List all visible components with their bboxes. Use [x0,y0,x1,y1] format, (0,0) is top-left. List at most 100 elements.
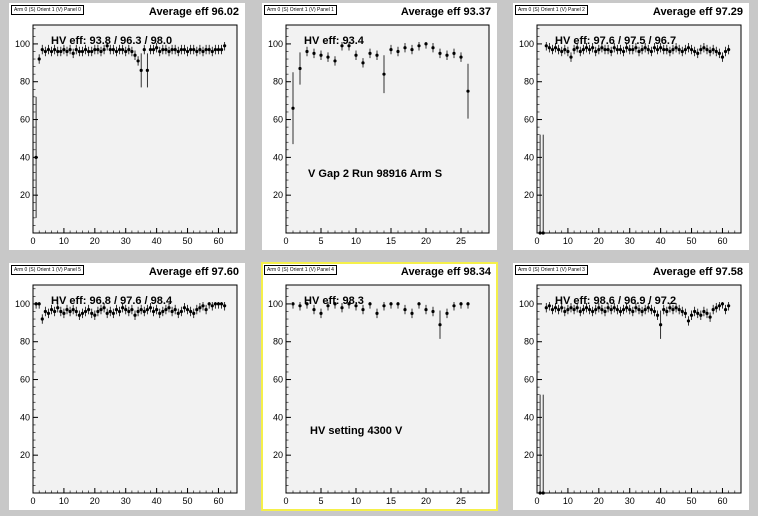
x-tick-label: 25 [456,496,466,506]
data-point [569,306,573,310]
data-point [207,302,211,306]
data-point [640,309,644,314]
data-point [83,47,88,52]
efficiency-plot: 0 10 20 30 40 50 60 20 40 60 80 100 HV eff: 97.6 / 9… [519,24,742,246]
data-point [680,309,684,314]
data-point [192,47,196,52]
x-tick-label: 15 [386,236,396,246]
x-tick-label: 20 [421,236,431,246]
data-point [677,47,681,52]
data-point [438,51,442,55]
data-point [612,46,616,50]
data-point [649,49,653,54]
data-point [702,309,706,314]
data-point [717,51,721,55]
data-point [410,311,414,315]
plot-pad-4[interactable]: Arm 0 (S) Orient 1 (V) Panel 5 Average ef… [9,263,245,510]
x-tick-label: 10 [59,236,69,246]
data-point [155,46,159,50]
data-point [56,49,60,54]
data-point [319,53,323,57]
x-tick-label: 0 [534,236,539,246]
x-tick-label: 10 [351,496,361,506]
data-point [139,68,143,72]
x-tick-label: 0 [30,236,35,246]
data-point [547,46,551,50]
plot-pad-3[interactable]: Arm 0 (S) Orient 1 (V) Panel 2 Average ef… [513,3,749,250]
x-tick-label: 60 [717,236,727,246]
data-point [566,49,570,54]
x-tick-label: 20 [594,236,604,246]
data-point [124,307,128,312]
data-point [305,49,309,54]
plot-pad-2[interactable]: Arm 0 (S) Orient 1 (V) Panel 1 Average ef… [262,3,497,250]
data-point [403,307,407,312]
x-tick-label: 50 [687,496,697,506]
data-point [43,309,47,314]
plot-pad-6[interactable]: Arm 0 (S) Orient 1 (V) Panel 3 Average ef… [513,263,749,510]
data-point [655,313,660,317]
data-point [176,311,180,315]
data-point [198,306,202,310]
data-point [683,47,687,52]
data-point [102,47,106,52]
data-point [572,307,576,312]
data-point [189,309,193,314]
data-point [389,302,393,306]
efficiency-plot: 0 5 10 15 20 25 20 40 60 80 100 HV eff: 98.3 HV sett… [268,284,490,506]
data-point [158,49,162,54]
data-point [179,47,183,52]
data-point [609,307,613,312]
data-point [204,47,208,52]
data-point [179,309,183,314]
data-point [155,307,159,312]
pad-title-box: Arm 0 (S) Orient 1 (V) Panel 4 [264,265,337,275]
data-point [553,306,558,310]
x-tick-label: 15 [386,496,396,506]
y-tick-label: 80 [273,337,283,347]
data-point [459,55,463,59]
data-point [720,302,725,306]
data-point [603,309,607,314]
data-point [121,47,125,52]
plot-pad-5[interactable]: Arm 0 (S) Orient 1 (V) Panel 4 Average ef… [261,262,498,511]
x-tick-label: 0 [30,496,35,506]
x-tick-label: 40 [656,236,666,246]
data-point [139,307,143,312]
data-point [597,306,601,310]
plot-frame [285,24,490,234]
y-tick-label: 60 [524,375,534,385]
data-point [550,307,555,312]
data-point [612,306,616,310]
x-tick-label: 60 [213,496,223,506]
y-tick-label: 80 [20,77,30,87]
data-point [312,307,316,312]
data-point [62,47,66,52]
data-point [699,47,703,52]
data-point [219,47,224,52]
data-point [117,47,122,52]
data-point [600,307,604,312]
data-point [164,47,168,52]
data-point [108,309,112,314]
data-point [326,304,330,308]
data-point [77,49,81,54]
data-point [609,49,613,54]
data-point [396,302,400,306]
data-point [142,47,146,52]
data-point [161,309,165,314]
y-tick-label: 40 [20,152,30,162]
data-point [53,47,57,52]
y-tick-label: 40 [273,152,283,162]
average-efficiency-label: Average eff 97.29 [652,6,743,18]
data-point [445,53,449,57]
data-point [541,231,545,235]
data-point [145,307,149,312]
y-tick-label: 40 [524,412,534,422]
data-point [578,49,582,54]
data-point [213,302,217,306]
data-point [544,44,548,48]
plot-pad-1[interactable]: Arm 0 (S) Orient 1 (V) Panel 0 Average ef… [9,3,245,250]
data-point [662,307,666,312]
x-tick-label: 10 [59,496,69,506]
